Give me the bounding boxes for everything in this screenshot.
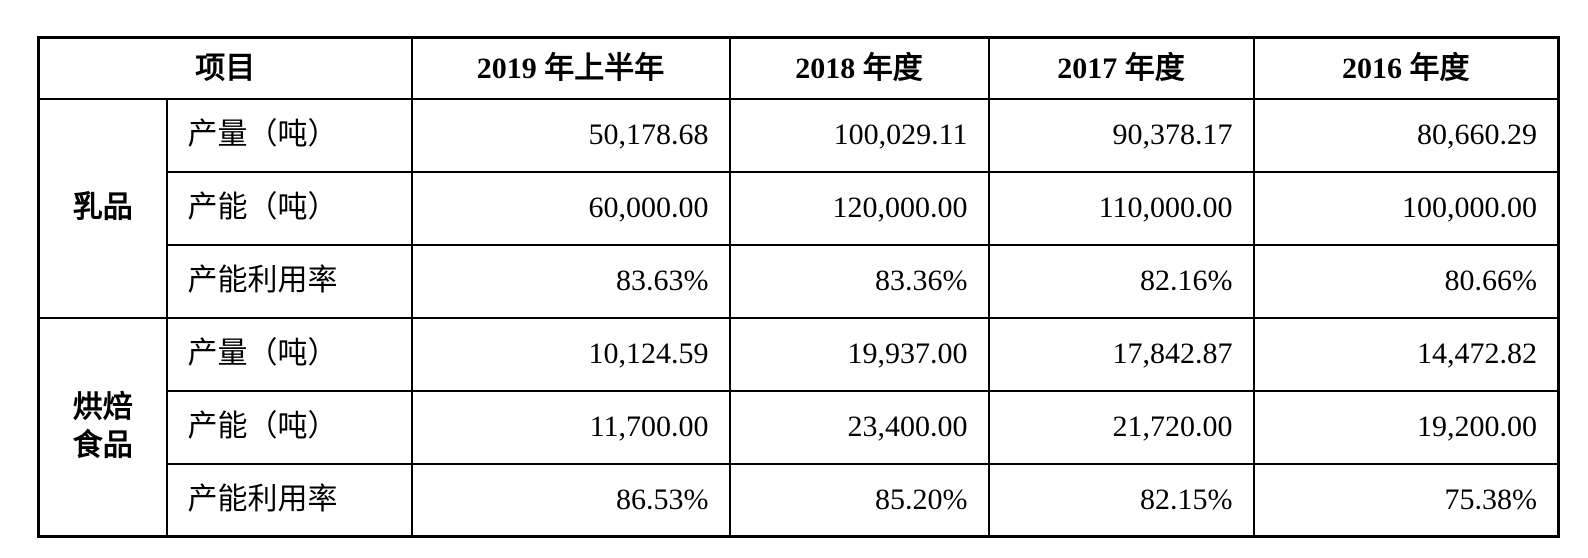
value-cell: 120,000.00 [728,170,990,246]
column-header-2019-h1: 2019 年上半年 [410,36,731,100]
column-header-2016: 2016 年度 [1252,36,1560,100]
value-cell: 82.16% [987,243,1255,319]
metric-cell: 产量（吨） [165,316,413,392]
value-cell: 82.15% [987,462,1255,538]
column-header-project: 项目 [37,36,413,100]
value-cell: 83.63% [410,243,731,319]
header-row: 项目 2019 年上半年 2018 年度 2017 年度 2016 年度 [37,36,1560,100]
table-row-dairy-utilization: 产能利用率 83.63% 83.36% 82.16% 80.66% [39,243,1560,319]
group-cell-bakery: 烘焙食品 [37,316,168,538]
value-cell: 23,400.00 [728,389,990,465]
value-cell: 21,720.00 [987,389,1255,465]
metric-cell: 产能利用率 [165,462,413,538]
value-cell: 85.20% [728,462,990,538]
value-cell: 110,000.00 [987,170,1255,246]
value-cell: 14,472.82 [1252,316,1560,392]
table-row-bakery-utilization: 产能利用率 86.53% 85.20% 82.15% 75.38% [39,462,1560,538]
table-row-dairy-output: 乳品 产量（吨） 50,178.68 100,029.11 90,378.17 … [37,97,1560,319]
metric-cell: 产量（吨） [165,97,413,173]
value-cell: 100,029.11 [728,97,990,173]
metric-cell: 产能利用率 [165,243,413,319]
metric-cell: 产能（吨） [165,389,413,465]
value-cell: 75.38% [1252,462,1560,538]
value-cell: 11,700.00 [410,389,731,465]
value-cell: 50,178.68 [410,97,731,173]
table-row-bakery-capacity: 产能（吨） 11,700.00 23,400.00 21,720.00 19,2… [39,389,1560,465]
value-cell: 86.53% [410,462,731,538]
column-header-2018: 2018 年度 [728,36,990,100]
metric-cell: 产能（吨） [165,170,413,246]
value-cell: 90,378.17 [987,97,1255,173]
group-cell-dairy: 乳品 [37,97,168,319]
value-cell: 19,200.00 [1252,389,1560,465]
value-cell: 17,842.87 [987,316,1255,392]
value-cell: 10,124.59 [410,316,731,392]
value-cell: 100,000.00 [1252,170,1560,246]
capacity-utilization-table: 项目 2019 年上半年 2018 年度 2017 年度 2016 年度 乳品 … [37,36,1560,538]
value-cell: 83.36% [728,243,990,319]
table-row-bakery-output: 烘焙食品 产量（吨） 10,124.59 19,937.00 17,842.87… [37,316,1560,538]
column-header-2017: 2017 年度 [987,36,1255,100]
value-cell: 19,937.00 [728,316,990,392]
value-cell: 60,000.00 [410,170,731,246]
value-cell: 80,660.29 [1252,97,1560,173]
table-row-dairy-capacity: 产能（吨） 60,000.00 120,000.00 110,000.00 10… [39,170,1560,246]
value-cell: 80.66% [1252,243,1560,319]
